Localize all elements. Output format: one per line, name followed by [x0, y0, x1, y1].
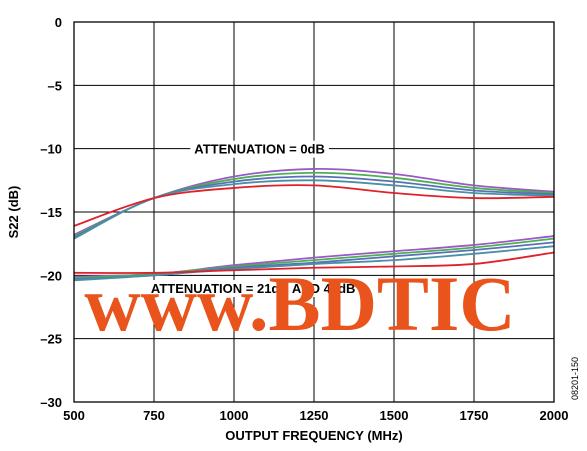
annotation-2: ATTENUATION = 21dB AND 47dB: [146, 280, 360, 297]
figure-id: 08201-150: [570, 357, 580, 400]
plot-frame: [73, 21, 555, 403]
series-line-5: [73, 184, 555, 227]
y-tick-label: –15: [40, 205, 62, 220]
series-line-7: [73, 237, 555, 279]
annotation-background: [146, 280, 360, 297]
watermark-text: www.BDTIC: [84, 260, 515, 347]
x-tick-label: 2000: [540, 408, 569, 423]
y-tick-label: –20: [40, 268, 62, 283]
y-tick-label: –30: [40, 395, 62, 410]
x-tick-label: 1000: [220, 408, 249, 423]
x-tick-label: 750: [143, 408, 165, 423]
x-tick-label: 500: [63, 408, 85, 423]
series-line-10: [73, 251, 555, 274]
y-tick-label: 0: [55, 15, 62, 30]
x-tick-label: 1500: [380, 408, 409, 423]
y-tick-label: –25: [40, 332, 62, 347]
x-tick-label: 1250: [300, 408, 329, 423]
annotations: ATTENUATION = 0dB ATTENUATION = 21dB AND …: [146, 140, 360, 297]
annotation-background: [190, 140, 329, 158]
y-tick-label: –5: [48, 78, 62, 93]
y-axis-title: S22 (dB): [6, 186, 21, 239]
x-tick-labels: 500 750 1000 1250 1500 1750 2000: [63, 408, 568, 423]
series-lines: [73, 168, 555, 282]
x-axis-title: OUTPUT FREQUENCY (MHz): [225, 428, 402, 443]
series-line-9: [73, 245, 555, 282]
annotation-1: ATTENUATION = 0dB: [190, 140, 329, 158]
y-tick-labels: 0 –5 –10 –15 –20 –25 –30: [40, 15, 62, 410]
x-tick-label: 1750: [460, 408, 489, 423]
annotation-text: ATTENUATION = 21dB AND 47dB: [151, 281, 356, 296]
annotation-text: ATTENUATION = 0dB: [194, 142, 325, 157]
y-tick-label: –10: [40, 142, 62, 157]
